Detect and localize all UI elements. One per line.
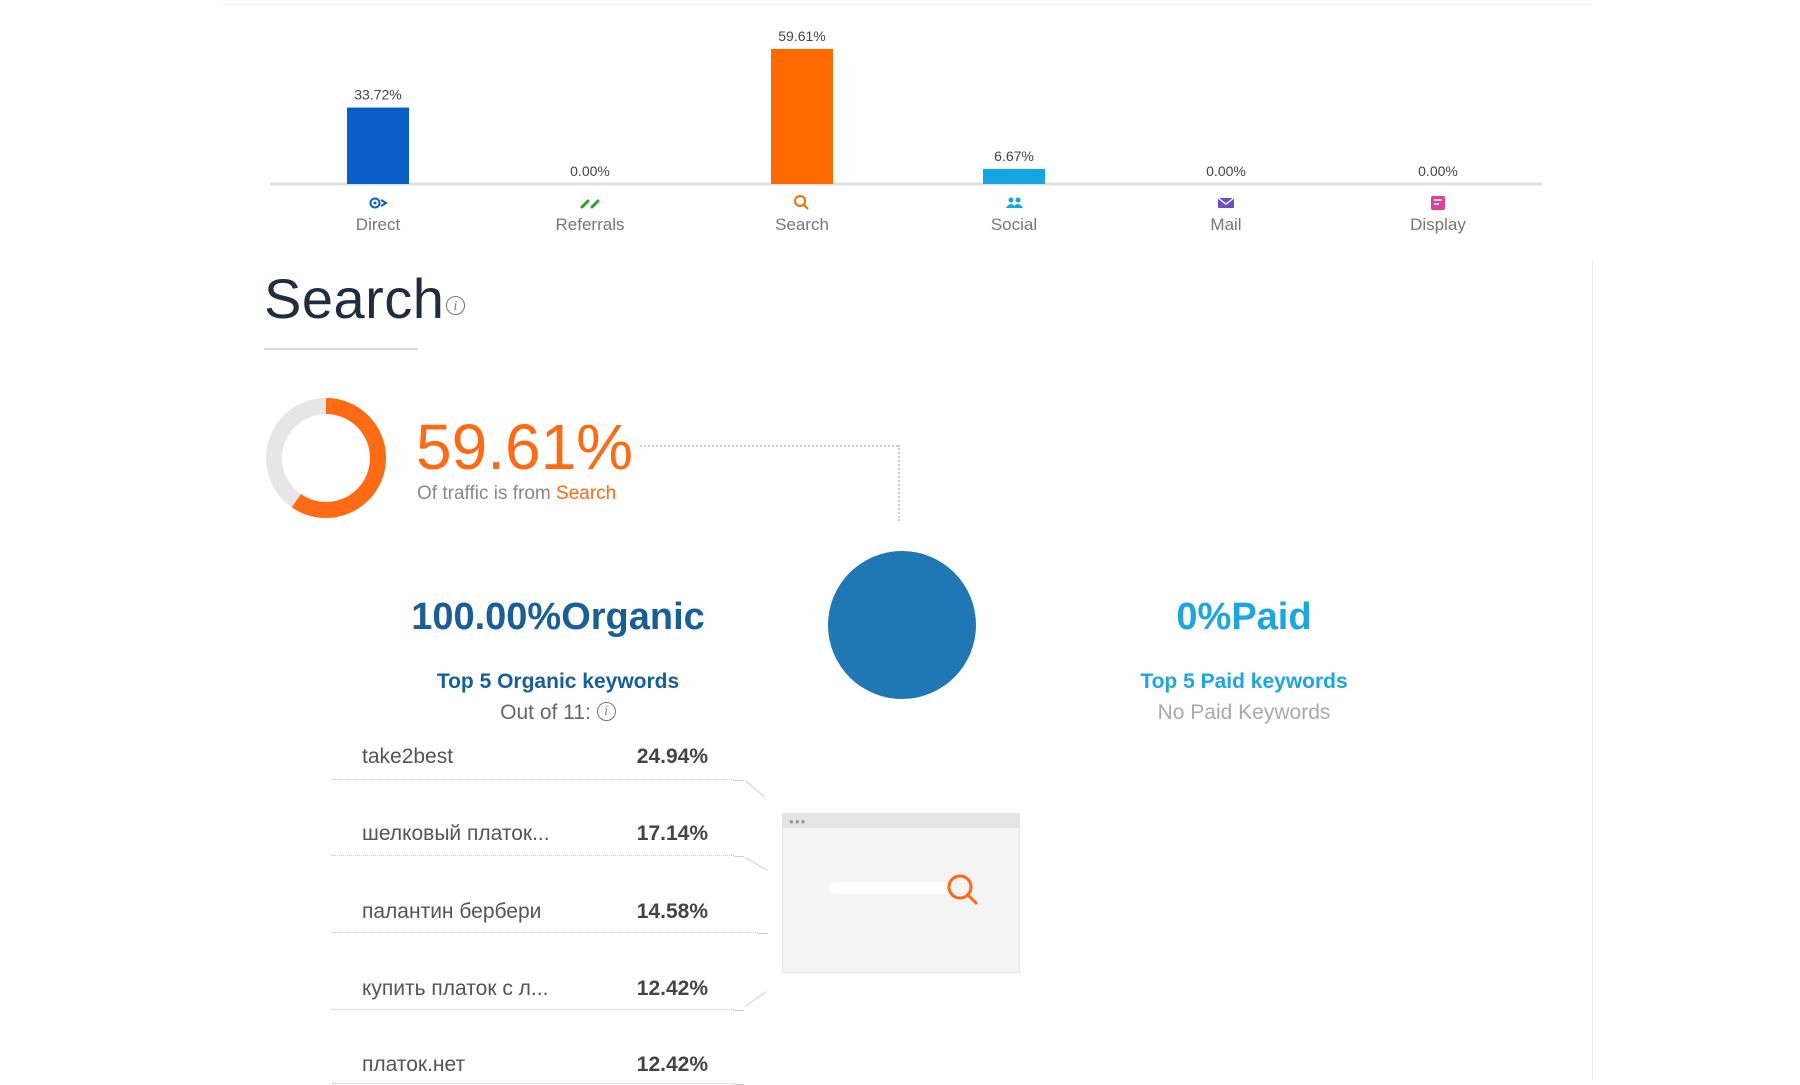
search-share-percent: 59.61% [416, 411, 634, 483]
traffic-caption-prefix: Of traffic is from [417, 483, 551, 504]
row-divider [332, 779, 744, 781]
organic-out-of: Out of 11: i [400, 701, 716, 725]
organic-label: Organic [561, 596, 705, 638]
page-title: Search [264, 267, 445, 330]
category-label[interactable]: Display [1410, 215, 1466, 234]
bar-value-label: 0.00% [1418, 163, 1458, 179]
bar-direct[interactable] [347, 107, 409, 184]
category-label[interactable]: Search [775, 215, 829, 234]
paid-percent: 0% [1176, 596, 1232, 638]
row-divider [332, 1083, 744, 1085]
display-icon [1431, 196, 1445, 210]
direct-icon [369, 197, 388, 209]
bar-value-label: 6.67% [994, 148, 1034, 164]
mail-icon [1217, 197, 1235, 208]
list-item[interactable]: take2best 24.94% [332, 745, 758, 771]
keyword-text: купить платок с л... [362, 977, 549, 1000]
connector-vertical [898, 445, 900, 521]
paid-headline: 0%Paid [1144, 596, 1344, 639]
magnifier-icon [947, 874, 978, 905]
keyword-text: шелковый платок... [362, 822, 550, 845]
keyword-share: 12.42% [636, 977, 708, 1000]
search-share-donut [266, 398, 386, 518]
category-label[interactable]: Mail [1210, 215, 1241, 234]
category-label[interactable]: Social [991, 215, 1037, 234]
panel-right-border [1592, 260, 1593, 1080]
list-item[interactable]: платок.нет 12.42% [332, 1053, 758, 1079]
traffic-sources-chart: 33.72% Direct 0.00% Referrals 59.61% Search 6.… [270, 28, 1542, 234]
paid-keywords-title[interactable]: Top 5 Paid keywords [1140, 670, 1348, 693]
organic-keywords-title[interactable]: Top 5 Organic keywords [436, 670, 680, 693]
bar-value-label: 33.72% [354, 87, 401, 103]
keyword-share: 24.94% [636, 745, 708, 768]
bar-social[interactable] [983, 168, 1045, 184]
connector-horizontal [640, 445, 898, 447]
search-icon [794, 195, 809, 210]
paid-label: Paid [1231, 596, 1312, 638]
keyword-share: 17.14% [636, 822, 708, 845]
category-label[interactable]: Referrals [556, 215, 625, 234]
keyword-text: платок.нет [362, 1053, 466, 1076]
referrals-icon [580, 199, 600, 209]
panel-top-border [222, 4, 1592, 5]
list-item[interactable]: шелковый платок... 17.14% [332, 822, 758, 848]
browser-search-box [829, 882, 953, 894]
info-icon[interactable]: i [596, 701, 616, 721]
browser-dots-icon: ●●● [789, 817, 807, 826]
keyword-share: 14.58% [636, 900, 708, 923]
row-divider [332, 932, 768, 934]
keyword-share: 12.42% [636, 1053, 708, 1076]
organic-percent: 100.00% [411, 596, 562, 638]
list-item[interactable]: купить платок с л... 12.42% [332, 977, 758, 1003]
bar-value-label: 59.61% [778, 28, 825, 44]
bar-search[interactable] [771, 48, 833, 184]
out-of-text: Out of 11: [500, 701, 591, 724]
organic-paid-pie [828, 551, 976, 699]
list-item[interactable]: палантин бербери 14.58% [332, 900, 758, 926]
title-underline [264, 348, 418, 350]
keyword-text: палантин бербери [362, 900, 542, 923]
keyword-text: take2best [362, 745, 454, 768]
traffic-caption: Of traffic is from Search [417, 483, 616, 505]
bar-value-label: 0.00% [1206, 163, 1246, 179]
info-icon[interactable]: i [446, 296, 465, 315]
traffic-caption-source: Search [556, 483, 617, 504]
no-paid-keywords: No Paid Keywords [1157, 701, 1331, 724]
browser-title-bar [783, 814, 1019, 828]
social-icon [1006, 197, 1023, 208]
category-label[interactable]: Direct [356, 215, 401, 234]
row-divider [332, 855, 744, 857]
row-divider [332, 1009, 744, 1011]
search-engine-illustration: ●●● [782, 813, 1020, 973]
bar-value-label: 0.00% [570, 163, 610, 179]
donut-arc [266, 398, 386, 518]
organic-headline: 100.00%Organic [408, 596, 708, 639]
